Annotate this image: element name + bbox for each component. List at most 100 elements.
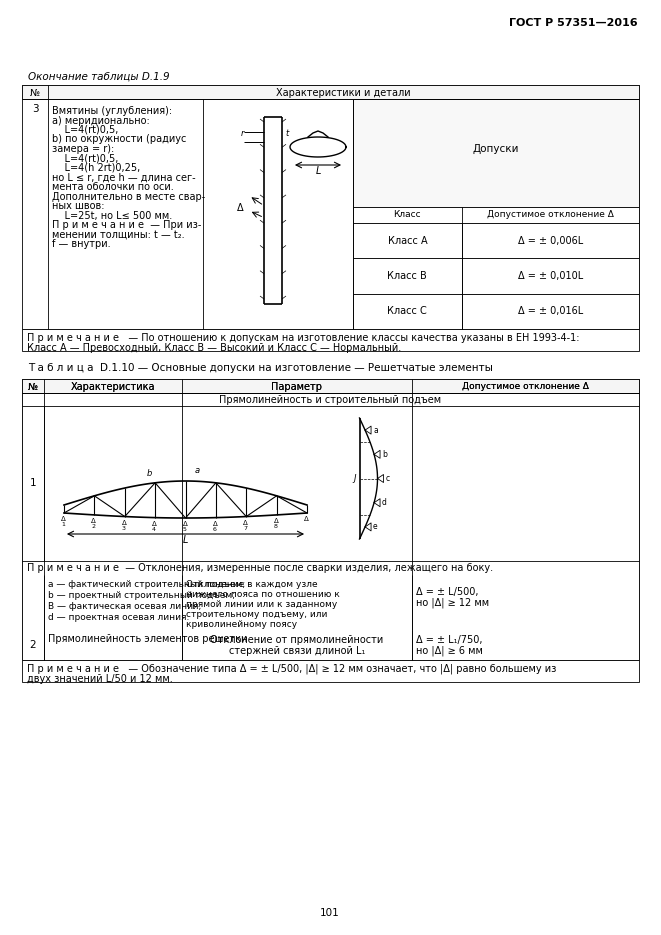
Text: прямой линии или к заданному: прямой линии или к заданному bbox=[186, 600, 337, 609]
Text: B — фактическая осевая линия;: B — фактическая осевая линия; bbox=[48, 602, 202, 611]
Bar bbox=[22, 85, 639, 99]
Text: b: b bbox=[146, 468, 152, 478]
Text: Дополнительно в месте свар-: Дополнительно в месте свар- bbox=[52, 192, 206, 202]
Bar bbox=[22, 379, 639, 393]
Text: Δ = ± L₁/750,: Δ = ± L₁/750, bbox=[416, 635, 483, 645]
Text: Класс A — Превосходный, Класс B — Высокий и Класс C — Нормальный.: Класс A — Превосходный, Класс B — Высоки… bbox=[27, 343, 401, 353]
Bar bbox=[353, 207, 639, 223]
Text: а) меридионально:: а) меридионально: bbox=[52, 116, 150, 125]
Bar bbox=[353, 294, 639, 329]
Text: 5: 5 bbox=[182, 527, 186, 532]
Text: нижнего пояса по отношению к: нижнего пояса по отношению к bbox=[186, 590, 340, 599]
Text: но L ≤ r, где h — длина сег-: но L ≤ r, где h — длина сег- bbox=[52, 172, 196, 182]
Text: Вмятины (углубления):: Вмятины (углубления): bbox=[52, 106, 172, 116]
Text: a — фактический строительный подъем;: a — фактический строительный подъем; bbox=[48, 580, 245, 589]
Text: №: № bbox=[28, 382, 38, 392]
Text: №: № bbox=[30, 88, 40, 98]
Text: L=25t, но L≤ 500 мм.: L=25t, но L≤ 500 мм. bbox=[52, 210, 173, 221]
Text: менении толщины: t — t₂.: менении толщины: t — t₂. bbox=[52, 229, 184, 239]
Text: r: r bbox=[241, 129, 244, 138]
Text: Т а б л и ц а  D.1.10 — Основные допуски на изготовление — Решетчатые элементы: Т а б л и ц а D.1.10 — Основные допуски … bbox=[28, 363, 493, 373]
Text: Δ: Δ bbox=[152, 521, 157, 526]
Text: Допустимое отклонение Δ: Допустимое отклонение Δ bbox=[462, 382, 589, 391]
Text: 2: 2 bbox=[91, 524, 95, 529]
Bar bbox=[22, 660, 639, 682]
Text: L: L bbox=[315, 166, 321, 176]
Bar bbox=[22, 85, 639, 329]
Text: 1: 1 bbox=[61, 522, 65, 527]
Bar bbox=[353, 223, 639, 258]
Text: 4: 4 bbox=[152, 526, 156, 532]
Text: Характеристики и детали: Характеристики и детали bbox=[276, 88, 411, 98]
Text: Отклонение от прямолинейности: Отклонение от прямолинейности bbox=[210, 635, 383, 645]
Text: Характеристика: Характеристика bbox=[71, 382, 155, 392]
Text: П р и м е ч а н и е   — Обозначение типа Δ = ± L/500, |Δ| ≥ 12 мм означает, что : П р и м е ч а н и е — Обозначение типа Δ… bbox=[27, 664, 557, 674]
Text: e: e bbox=[373, 523, 377, 531]
Bar bbox=[22, 630, 639, 660]
Text: Δ: Δ bbox=[61, 516, 65, 522]
Text: Δ = ± L/500,: Δ = ± L/500, bbox=[416, 587, 479, 597]
Text: d — проектная осевая линия.: d — проектная осевая линия. bbox=[48, 613, 189, 622]
Text: 6: 6 bbox=[213, 526, 217, 532]
Text: 3: 3 bbox=[32, 104, 38, 114]
Text: b) по окружности (радиус: b) по окружности (радиус bbox=[52, 135, 186, 145]
Text: 8: 8 bbox=[274, 524, 278, 529]
Text: но |Δ| ≥ 12 мм: но |Δ| ≥ 12 мм bbox=[416, 598, 489, 609]
Text: b — проектный строительный подъем;: b — проектный строительный подъем; bbox=[48, 591, 235, 600]
Text: J: J bbox=[353, 474, 356, 483]
Text: a: a bbox=[373, 425, 378, 435]
Text: Δ = ± 0,006L: Δ = ± 0,006L bbox=[518, 236, 583, 246]
Text: мента оболочки по оси.: мента оболочки по оси. bbox=[52, 182, 174, 192]
Text: замера = r):: замера = r): bbox=[52, 144, 114, 154]
Text: ГОСТ Р 57351—2016: ГОСТ Р 57351—2016 bbox=[510, 18, 638, 28]
Text: Класс A: Класс A bbox=[387, 236, 427, 246]
Text: Допуски: Допуски bbox=[473, 144, 520, 154]
Text: 101: 101 bbox=[320, 908, 340, 918]
Text: 1: 1 bbox=[30, 479, 36, 488]
Text: c: c bbox=[385, 474, 389, 483]
Text: Δ = ± 0,016L: Δ = ± 0,016L bbox=[518, 307, 583, 316]
Text: Прямолинейность элементов решетки: Прямолинейность элементов решетки bbox=[48, 634, 247, 644]
Text: t: t bbox=[285, 129, 288, 138]
Bar bbox=[22, 393, 639, 406]
Text: №: № bbox=[28, 382, 38, 392]
Text: П р и м е ч а н и е   — По отношению к допускам на изготовление классы качества : П р и м е ч а н и е — По отношению к доп… bbox=[27, 333, 580, 343]
Bar bbox=[22, 379, 639, 660]
Text: Допустимое отклонение Δ: Допустимое отклонение Δ bbox=[462, 382, 589, 391]
Text: 2: 2 bbox=[30, 640, 36, 650]
Bar bbox=[22, 379, 639, 393]
Text: L=4(h 2rt)0,25,: L=4(h 2rt)0,25, bbox=[52, 163, 140, 173]
Text: П р и м е ч а н и е  — Отклонения, измеренные после сварки изделия, лежащего на : П р и м е ч а н и е — Отклонения, измере… bbox=[27, 563, 493, 573]
Text: Δ: Δ bbox=[213, 521, 217, 526]
Text: f — внутри.: f — внутри. bbox=[52, 239, 110, 249]
Text: ных швов:: ных швов: bbox=[52, 201, 104, 211]
Text: L: L bbox=[183, 535, 188, 545]
Text: Параметр: Параметр bbox=[272, 382, 323, 392]
Text: но |Δ| ≥ 6 мм: но |Δ| ≥ 6 мм bbox=[416, 646, 483, 656]
Text: Δ: Δ bbox=[243, 520, 248, 525]
Text: стержней связи длиной L₁: стержней связи длиной L₁ bbox=[229, 646, 365, 656]
Bar bbox=[22, 329, 639, 351]
Text: a: a bbox=[195, 467, 200, 475]
Text: Δ = ± 0,010L: Δ = ± 0,010L bbox=[518, 271, 583, 281]
Text: 7: 7 bbox=[243, 525, 247, 530]
Bar bbox=[353, 258, 639, 294]
Text: Класс: Класс bbox=[393, 210, 421, 219]
Bar bbox=[353, 99, 639, 207]
Text: Окончание таблицы D.1.9: Окончание таблицы D.1.9 bbox=[28, 72, 170, 82]
Text: криволинейному поясу: криволинейному поясу bbox=[186, 620, 297, 629]
Text: Δ: Δ bbox=[237, 203, 244, 212]
Text: Δ: Δ bbox=[274, 518, 278, 524]
Text: П р и м е ч а н и е  — При из-: П р и м е ч а н и е — При из- bbox=[52, 220, 202, 230]
Text: L=4(rt)0,5,: L=4(rt)0,5, bbox=[52, 153, 118, 164]
Text: b: b bbox=[382, 450, 387, 459]
Bar bbox=[22, 406, 639, 575]
Text: Допустимое отклонение Δ: Допустимое отклонение Δ bbox=[487, 210, 614, 219]
Text: Δ: Δ bbox=[91, 518, 96, 524]
Text: d: d bbox=[382, 498, 387, 507]
Bar bbox=[22, 575, 639, 630]
Text: Класс C: Класс C bbox=[387, 307, 427, 316]
Text: Отклонение в каждом узле: Отклонение в каждом узле bbox=[186, 580, 318, 589]
Text: строительному подъему, или: строительному подъему, или bbox=[186, 610, 327, 619]
Text: L=4(rt)0,5,: L=4(rt)0,5, bbox=[52, 125, 118, 135]
